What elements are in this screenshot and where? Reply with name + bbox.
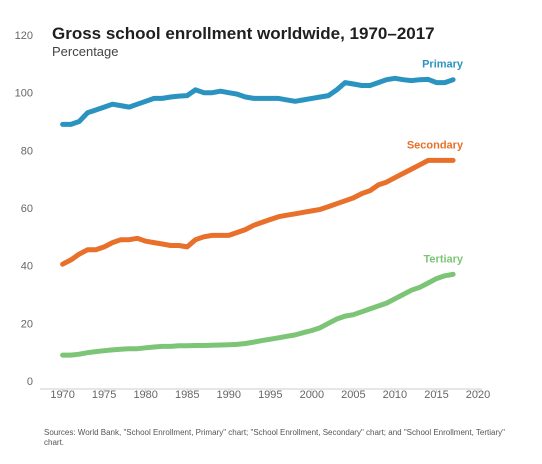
y-tick-label: 20 <box>21 318 33 330</box>
series-line-tertiary <box>60 271 456 358</box>
source-note: Sources: World Bank, "School Enrollment,… <box>44 428 505 447</box>
x-tick-label: 2010 <box>383 389 407 401</box>
x-tick-label: 2000 <box>300 389 324 401</box>
y-tick-label: 60 <box>21 203 33 215</box>
x-tick-label: 1980 <box>133 389 157 401</box>
x-tick-label: 1975 <box>92 389 116 401</box>
x-tick-label: 1990 <box>217 389 241 401</box>
series-label-primary: Primary <box>422 59 464 71</box>
y-tick-label: 80 <box>21 145 33 157</box>
x-tick-label: 1995 <box>258 389 282 401</box>
x-tick-label: 2020 <box>466 389 490 401</box>
series-lines <box>60 75 456 358</box>
series-label-tertiary: Tertiary <box>424 253 464 265</box>
series-line-secondary <box>60 157 456 267</box>
series-label-secondary: Secondary <box>407 139 464 151</box>
y-tick-label: 40 <box>21 261 33 273</box>
chart-title: Gross school enrollment worldwide, 1970–… <box>52 24 435 43</box>
x-tick-label: 2005 <box>341 389 365 401</box>
y-tick-label: 100 <box>15 88 33 100</box>
series-labels: Primary Secondary Tertiary <box>407 59 464 266</box>
y-tick-label: 120 <box>15 30 33 42</box>
y-axis-ticks: 0 20 40 60 80 100 120 <box>15 30 33 388</box>
x-tick-label: 1970 <box>50 389 74 401</box>
y-tick-label: 0 <box>27 376 33 388</box>
chart-subtitle: Percentage <box>52 44 119 59</box>
series-line-primary <box>60 75 456 127</box>
x-tick-label: 2015 <box>424 389 448 401</box>
x-tick-label: 1985 <box>175 389 199 401</box>
x-axis-ticks: 1970 1975 1980 1985 1990 1995 2000 2005 2010 2015… <box>50 389 490 401</box>
